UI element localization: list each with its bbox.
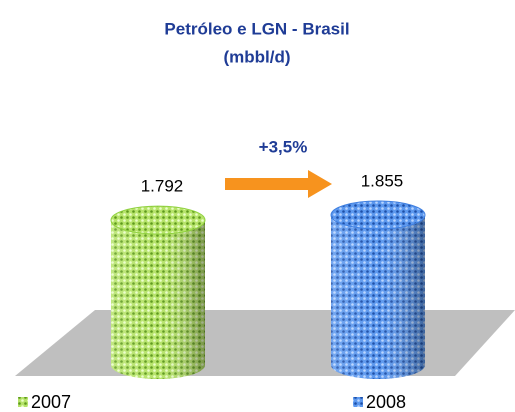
growth-arrow xyxy=(225,170,332,198)
chart-subtitle: (mbbl/d) xyxy=(223,47,290,66)
bar-shade xyxy=(111,220,205,365)
bars xyxy=(110,200,426,379)
growth-annotation: +3,5% xyxy=(259,137,308,156)
legend-label: 2007 xyxy=(31,392,71,412)
floor xyxy=(15,310,515,376)
chart-title: Petróleo e LGN - Brasil xyxy=(164,19,349,38)
value-label: 1.855 xyxy=(361,171,404,190)
bar-top xyxy=(110,205,206,235)
legend-label: 2008 xyxy=(366,392,406,412)
value-label: 1.792 xyxy=(141,177,184,196)
legend-swatch xyxy=(353,397,363,407)
bar-top xyxy=(330,200,426,230)
legend-swatch xyxy=(18,397,28,407)
bar-shade xyxy=(331,215,425,365)
